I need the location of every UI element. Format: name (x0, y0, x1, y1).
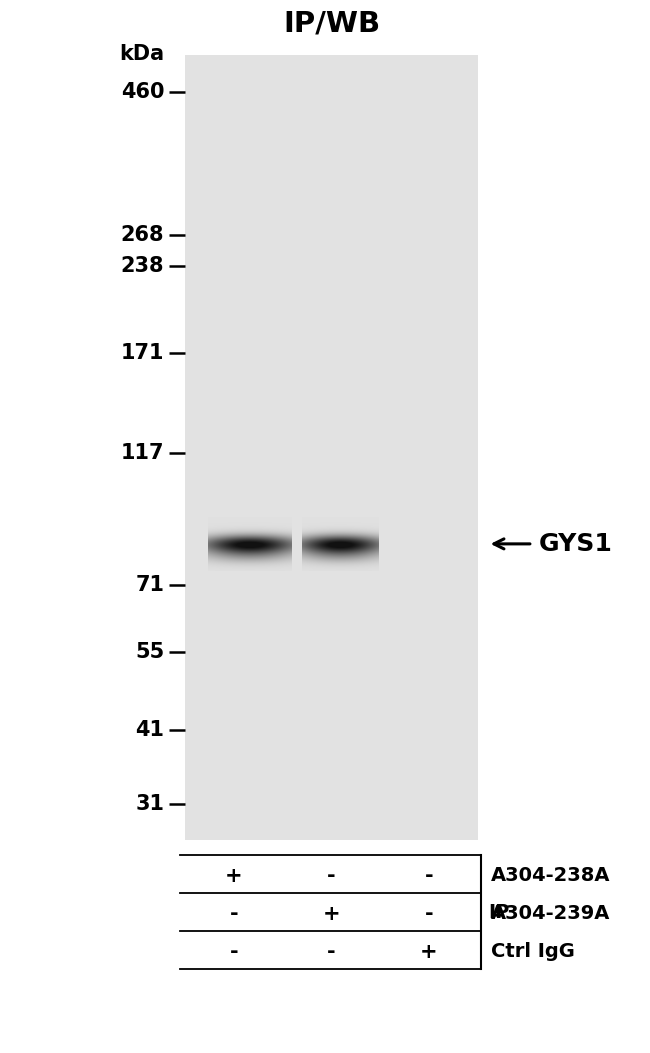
Text: 117: 117 (121, 443, 164, 463)
Text: IP: IP (489, 902, 510, 921)
Text: +: + (225, 866, 243, 886)
Text: 460: 460 (121, 82, 164, 102)
Text: -: - (327, 941, 336, 961)
Bar (185, 55, 478, 840)
Text: A304-239A: A304-239A (491, 905, 610, 923)
Text: 31: 31 (135, 794, 164, 814)
Text: 41: 41 (135, 720, 164, 740)
Text: 55: 55 (135, 642, 164, 662)
Text: 238: 238 (121, 256, 164, 276)
Text: -: - (424, 866, 434, 886)
Text: 71: 71 (135, 575, 164, 595)
Text: -: - (229, 941, 239, 961)
Text: Ctrl IgG: Ctrl IgG (491, 942, 575, 961)
Text: IP/WB: IP/WB (283, 9, 380, 37)
Text: +: + (420, 941, 438, 961)
Text: -: - (327, 866, 336, 886)
Text: 171: 171 (121, 343, 164, 363)
Text: GYS1: GYS1 (539, 532, 612, 556)
Text: 268: 268 (121, 224, 164, 244)
Text: +: + (322, 903, 341, 923)
Text: -: - (229, 903, 239, 923)
Text: kDa: kDa (119, 44, 164, 64)
Text: -: - (424, 903, 434, 923)
Text: A304-238A: A304-238A (491, 867, 610, 886)
